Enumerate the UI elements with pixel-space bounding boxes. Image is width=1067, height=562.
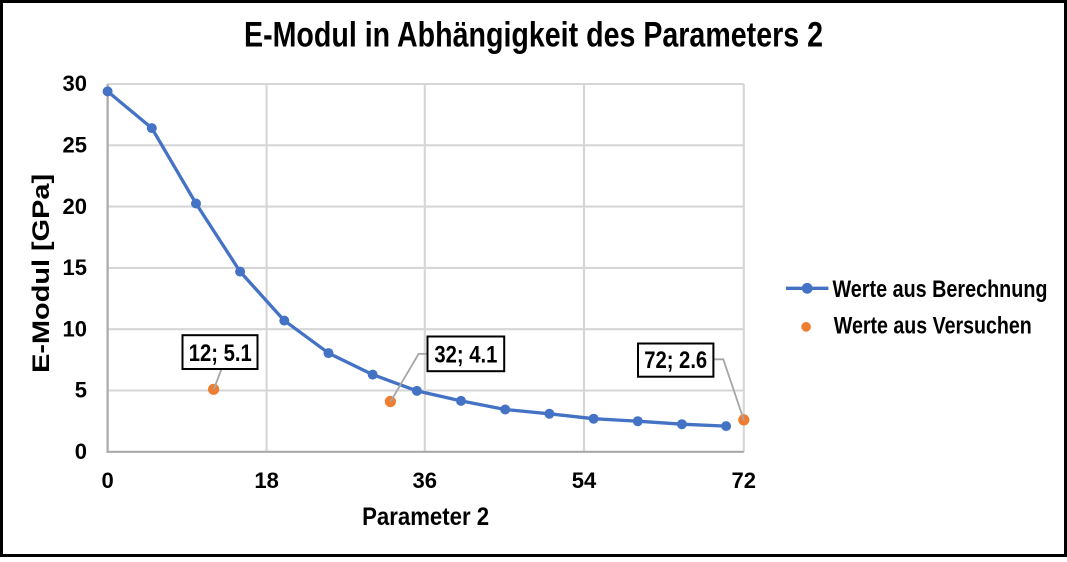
svg-text:5: 5 [75, 378, 87, 403]
svg-text:25: 25 [63, 133, 87, 158]
svg-text:30: 30 [63, 71, 87, 96]
svg-text:E-Modul [GPa]: E-Modul [GPa] [28, 174, 55, 373]
svg-text:Werte aus Berechnung: Werte aus Berechnung [833, 276, 1048, 303]
svg-text:10: 10 [63, 316, 87, 341]
svg-text:32; 4.1: 32; 4.1 [434, 342, 497, 369]
svg-text:72; 2.6: 72; 2.6 [644, 347, 707, 374]
svg-text:18: 18 [254, 468, 278, 493]
svg-text:0: 0 [101, 468, 113, 493]
svg-text:Parameter 2: Parameter 2 [362, 503, 489, 531]
svg-text:Werte aus Versuchen: Werte aus Versuchen [834, 313, 1032, 340]
svg-text:15: 15 [63, 255, 87, 280]
svg-text:72: 72 [732, 468, 756, 493]
svg-text:E-Modul in Abhängigkeit des Pa: E-Modul in Abhängigkeit des Parameters 2 [244, 16, 823, 55]
svg-text:54: 54 [572, 468, 597, 493]
svg-text:12; 5.1: 12; 5.1 [189, 340, 252, 367]
svg-text:20: 20 [63, 194, 87, 219]
svg-text:36: 36 [413, 468, 437, 493]
svg-text:0: 0 [75, 439, 87, 464]
